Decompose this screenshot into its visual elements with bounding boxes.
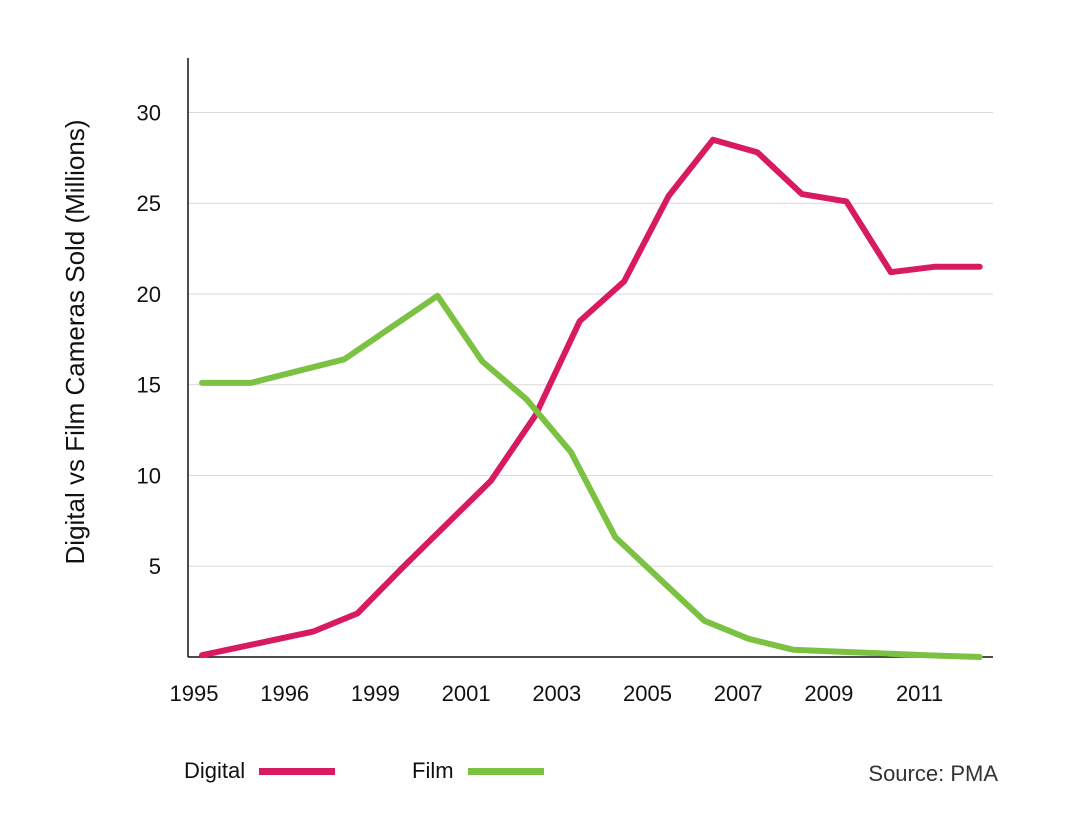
- x-tick-label-2007: 2007: [714, 681, 763, 706]
- y-tick-label-5: 5: [149, 554, 161, 579]
- legend-swatch-film: [467, 767, 544, 775]
- legend-label-film: Film: [412, 758, 454, 783]
- x-tick-label-2001: 2001: [442, 681, 491, 706]
- source-note: Source: PMA: [868, 761, 998, 786]
- x-tick-labels: 1995 1996 1999 2001 2003 2005 2007 2009 2011: [170, 681, 944, 706]
- y-tick-label-25: 25: [137, 191, 161, 216]
- axes: [187, 58, 993, 658]
- y-tick-label-10: 10: [137, 463, 161, 488]
- y-tick-labels: 5 10 15 20 25 30: [137, 100, 161, 579]
- legend-label-digital: Digital: [184, 758, 246, 783]
- series-line-digital: [199, 136, 983, 659]
- legend-swatch-digital: [259, 767, 336, 775]
- x-tick-label-2011: 2011: [896, 681, 943, 706]
- legend: Digital Film: [0, 758, 1072, 792]
- x-tick-label-2005: 2005: [623, 681, 672, 706]
- series-lines: [199, 136, 983, 660]
- series-line-film: [199, 292, 983, 660]
- y-tick-label-15: 15: [137, 373, 161, 398]
- legend-item-film: Film: [412, 758, 544, 784]
- y-tick-label-20: 20: [137, 282, 161, 307]
- x-tick-label-1995: 1995: [170, 681, 219, 706]
- x-tick-label-1999: 1999: [351, 681, 400, 706]
- legend-item-digital: Digital: [184, 758, 336, 784]
- x-tick-label-1996: 1996: [260, 681, 309, 706]
- y-axis-label: Digital vs Film Cameras Sold (Millions): [60, 120, 90, 565]
- x-tick-label-2003: 2003: [532, 681, 581, 706]
- y-tick-label-30: 30: [137, 100, 161, 125]
- grid-lines: [188, 111, 993, 567]
- x-tick-label-2009: 2009: [804, 681, 853, 706]
